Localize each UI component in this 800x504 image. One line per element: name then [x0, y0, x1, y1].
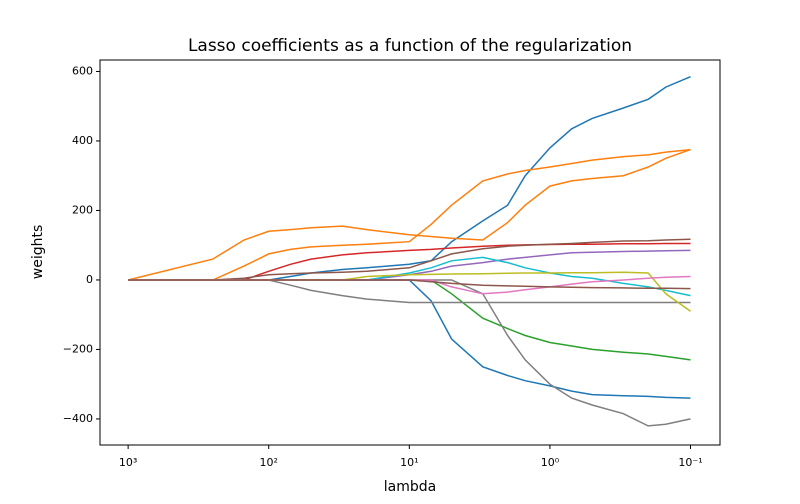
line — [128, 279, 691, 399]
y-tick-label: 400 — [72, 134, 93, 147]
plot-frame — [99, 59, 721, 446]
line — [128, 256, 691, 297]
line — [128, 238, 691, 281]
y-tick-label: −200 — [63, 342, 93, 355]
x-tick-label: 10¹ — [400, 456, 418, 469]
y-tick-label: 600 — [72, 64, 93, 77]
y-axis-label: weights — [30, 225, 46, 280]
line — [128, 279, 691, 361]
y-tick-label: 200 — [72, 203, 93, 216]
x-tick-label: 10² — [260, 456, 278, 469]
line — [128, 148, 691, 281]
x-tick-label: 10⁻¹ — [678, 456, 702, 469]
line — [128, 279, 691, 290]
line — [128, 76, 691, 281]
line — [128, 249, 691, 281]
x-tick-label: 10³ — [119, 456, 137, 469]
line — [128, 242, 691, 281]
line — [128, 275, 691, 295]
y-tick-label: 0 — [86, 273, 93, 286]
line — [128, 279, 691, 304]
chart-title: Lasso coefficients as a function of the … — [188, 36, 632, 56]
y-tick-label: −400 — [63, 412, 93, 425]
x-axis-label: lambda — [384, 479, 436, 495]
line — [127, 148, 691, 281]
line — [128, 271, 691, 312]
x-tick-label: 10⁰ — [541, 456, 560, 469]
